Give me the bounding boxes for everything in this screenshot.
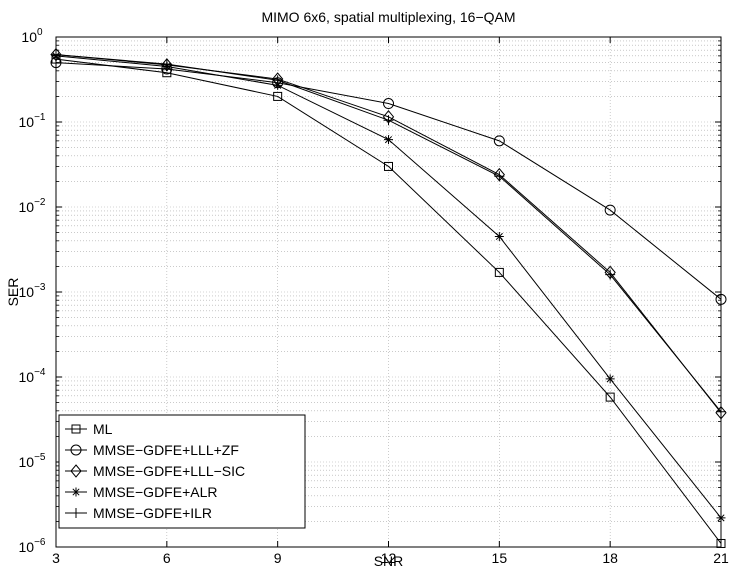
circle-point [715, 293, 727, 305]
square-point [273, 91, 283, 101]
y-tick-label: 10−4 [19, 367, 46, 385]
legend-item: MMSE−GDFE+ALR [65, 484, 217, 500]
legend-label: MMSE−GDFE+ILR [93, 505, 212, 521]
y-axis-label: SER [5, 278, 21, 307]
circle-point [604, 204, 616, 216]
legend-marker [71, 508, 81, 518]
square-point [384, 161, 393, 171]
plus-point [161, 59, 172, 70]
legend-item: MMSE−GDFE+ILR [65, 505, 212, 521]
circle-point [493, 135, 505, 147]
legend-label: MMSE−GDFE+LLL+ZF [93, 442, 239, 458]
x-tick-label: 3 [52, 550, 60, 566]
plus-point [383, 115, 394, 126]
legend-item: ML [65, 421, 113, 437]
x-tick-label: 9 [274, 550, 282, 566]
series-line [55, 58, 722, 544]
y-tick-label: 10−6 [19, 537, 46, 555]
diamond-point [715, 405, 727, 420]
circle-point [383, 98, 394, 110]
x-tick-label: 21 [713, 550, 729, 566]
legend: ML MMSE−GDFE+LLL+ZF MMSE−GDFE+LLL−SIC MMSE−… [58, 414, 306, 529]
x-axis-label: SNR [374, 553, 404, 569]
asterisk-point [273, 80, 283, 90]
series-group [50, 47, 727, 548]
y-tick-label: 10−3 [19, 282, 46, 300]
legend-marker [71, 424, 81, 434]
plus-point [605, 269, 616, 280]
x-tick-label: 6 [163, 550, 171, 566]
chart-title: MIMO 6x6, spatial multiplexing, 16−QAM [261, 9, 515, 25]
asterisk-point [605, 374, 615, 384]
x-tick-label: 15 [492, 550, 508, 566]
legend-marker [70, 464, 82, 478]
x-tick-label: 18 [602, 550, 618, 566]
legend-marker [70, 444, 82, 456]
series-plus [51, 49, 726, 417]
square-point [494, 267, 504, 277]
y-tick-label: 10−2 [19, 197, 46, 215]
diamond-point [50, 47, 62, 62]
plus-point [272, 75, 283, 86]
legend-marker [71, 487, 81, 497]
asterisk-point [494, 231, 504, 241]
legend-box [58, 414, 306, 529]
y-tick-label: 10−1 [19, 112, 46, 130]
asterisk-point [716, 513, 726, 523]
plus-point [716, 406, 726, 417]
x-tick-label: 12 [381, 550, 397, 566]
legend-item: MMSE−GDFE+LLL+ZF [65, 442, 239, 458]
legend-label: MMSE−GDFE+LLL−SIC [93, 463, 245, 479]
plus-point [494, 171, 505, 182]
legend-item: MMSE−GDFE+LLL−SIC [65, 463, 245, 479]
y-tick-label: 10−5 [19, 452, 46, 470]
square-point [716, 538, 726, 548]
asterisk-point [384, 135, 393, 145]
legend-label: ML [93, 421, 113, 437]
plus-point [51, 49, 61, 60]
legend-label: MMSE−GDFE+ALR [93, 484, 217, 500]
square-point [605, 392, 615, 402]
y-tick-label: 100 [21, 27, 43, 45]
